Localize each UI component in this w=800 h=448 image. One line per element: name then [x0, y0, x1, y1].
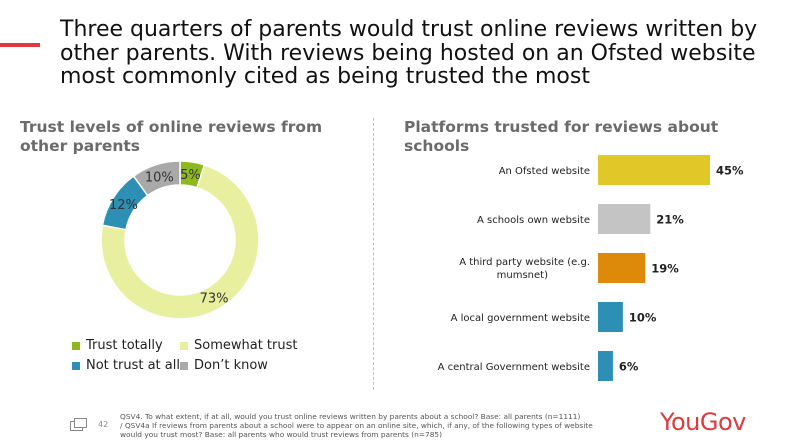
footnote-line-1: QSV4. To what extent, if at all, would y…: [120, 412, 581, 421]
legend-item: Trust totally: [72, 338, 163, 353]
bar: [598, 155, 710, 185]
bar-chart: 45% An Ofsted website 21% A schools own web…: [438, 155, 744, 381]
yougov-logo: YouGov: [660, 408, 746, 436]
bar: [598, 204, 651, 234]
bar-value-label: 10%: [629, 311, 657, 325]
legend-label: Somewhat trust: [194, 338, 298, 353]
category-label: A third party website (e.g. mumsnet): [459, 257, 590, 281]
slides-icon: [70, 417, 88, 431]
legend-item: Somewhat trust: [180, 338, 298, 353]
accent-bar: [0, 43, 40, 47]
donut-slice: [100, 163, 260, 320]
donut-slice-label: 5%: [180, 168, 201, 183]
page-number: 42: [98, 420, 109, 429]
bar: [598, 253, 646, 283]
page-title: Three quarters of parents would trust on…: [60, 17, 758, 89]
legend-swatch: [180, 361, 188, 370]
legend-swatch: [72, 341, 80, 350]
legend-swatch: [180, 341, 188, 350]
category-label: A central Government website: [438, 362, 590, 373]
donut-chart-title: Trust levels of online reviews from othe…: [20, 118, 323, 155]
bar: [598, 351, 613, 381]
legend-label: Trust totally: [86, 338, 163, 353]
category-label: A schools own website: [477, 215, 590, 226]
bar-value-label: 19%: [651, 262, 679, 276]
donut-slice: [132, 160, 181, 197]
category-label: A local government website: [451, 313, 590, 324]
bar-value-label: 21%: [656, 213, 684, 227]
donut-slice-label: 73%: [200, 292, 229, 307]
section-divider: [373, 118, 374, 390]
category-label: An Ofsted website: [499, 166, 590, 177]
footnote-line-2: / QSV4a If reviews from parents about a …: [120, 421, 593, 439]
bar-value-label: 45%: [716, 164, 744, 178]
donut-slice-label: 12%: [109, 198, 138, 213]
donut-slice-label: 10%: [145, 170, 174, 185]
legend-label: Not trust at all: [86, 358, 180, 373]
footnote: QSV4. To what extent, if at all, would y…: [120, 412, 610, 439]
legend-item: Don’t know: [180, 358, 268, 373]
bar-value-label: 6%: [619, 360, 639, 374]
bar-chart-title: Platforms trusted for reviews about scho…: [404, 118, 719, 155]
legend-label: Don’t know: [194, 358, 268, 373]
legend-item: Not trust at all: [72, 358, 180, 373]
legend-swatch: [72, 361, 80, 370]
bar: [598, 302, 623, 332]
donut-chart: 5% 73% 12% 10%: [100, 160, 260, 320]
